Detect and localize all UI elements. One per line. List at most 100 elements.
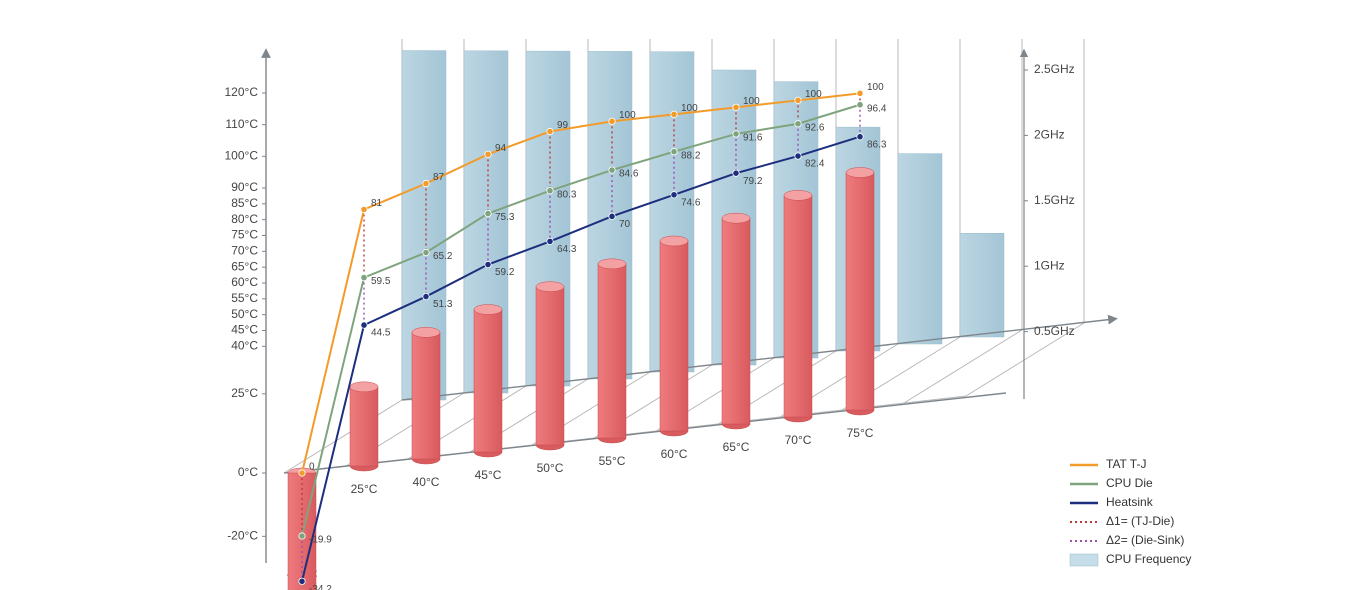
point-label: 96.4 (867, 103, 887, 114)
red-bar (350, 382, 378, 471)
point-label: 79.2 (743, 176, 763, 187)
legend-label: CPU Frequency (1106, 552, 1191, 566)
legend-label: Δ2= (Die-Sink) (1106, 533, 1184, 547)
right-tick-label: 2.5GHz (1034, 62, 1075, 76)
left-tick-label: 80°C (231, 212, 258, 226)
left-tick-label: 110°C (225, 117, 258, 131)
die-point (423, 249, 429, 255)
die-point (795, 121, 801, 127)
red-bar (784, 190, 812, 422)
point-label: 84.6 (619, 169, 639, 180)
left-tick-label: 40°C (231, 339, 258, 353)
tj-point (857, 90, 863, 96)
point-label: 80.3 (557, 189, 577, 200)
legend-label: TAT T-J (1106, 457, 1146, 471)
right-tick-label: 0.5GHz (1034, 324, 1075, 338)
red-bar (474, 305, 502, 458)
red-bar (846, 168, 874, 416)
point-label: 94 (495, 143, 507, 154)
sink-point (733, 170, 739, 176)
tj-point (423, 180, 429, 186)
legend-label: CPU Die (1106, 476, 1153, 490)
left-tick-label: 65°C (231, 259, 258, 273)
sink-point (361, 322, 367, 328)
sink-point (795, 153, 801, 159)
point-label: 100 (743, 96, 760, 107)
left-tick-label: 75°C (231, 228, 258, 242)
point-label: 51.3 (433, 299, 453, 310)
left-tick-label: 45°C (231, 323, 258, 337)
point-label: -34.2 (309, 584, 332, 590)
tj-point (299, 470, 305, 476)
thermal-frequency-chart: -40°C-20°C0°C25°C40°C45°C50°C55°C60°C65°… (0, 0, 1354, 590)
left-tick-label: -20°C (227, 529, 258, 543)
sink-point (609, 213, 615, 219)
point-label: 100 (619, 110, 636, 121)
x-category-label: 60°C (661, 447, 688, 461)
tj-point (795, 97, 801, 103)
legend-label: Δ1= (TJ-Die) (1106, 514, 1174, 528)
left-tick-label: 120°C (225, 85, 259, 99)
tj-point (733, 104, 739, 110)
x-category-label: 45°C (475, 468, 502, 482)
right-tick-label: 2GHz (1034, 128, 1065, 142)
point-label: 74.6 (681, 197, 701, 208)
x-category-label: 25°C (351, 482, 378, 496)
freq-bar (960, 233, 1004, 337)
left-tick-label: 0°C (238, 465, 258, 479)
sink-point (547, 238, 553, 244)
tj-point (547, 128, 553, 134)
red-bar (722, 213, 750, 429)
die-point (485, 210, 491, 216)
x-category-label: 65°C (723, 440, 750, 454)
point-label: 44.5 (371, 328, 391, 339)
left-tick-label: 55°C (231, 291, 258, 305)
legend-swatch (1070, 554, 1098, 566)
back-x-axis (402, 319, 1114, 400)
tj-point (485, 151, 491, 157)
point-label: 81 (371, 198, 383, 209)
x-category-label: 55°C (599, 454, 626, 468)
red-bar (660, 236, 688, 436)
point-label: 91.6 (743, 133, 763, 144)
die-point (609, 167, 615, 173)
sink-point (423, 293, 429, 299)
point-label: -19.9 (309, 535, 332, 546)
die-point (733, 131, 739, 137)
red-bar (598, 259, 626, 443)
x-category-label: 75°C (847, 426, 874, 440)
x-category-label: 50°C (537, 461, 564, 475)
legend-label: Heatsink (1106, 495, 1154, 509)
die-point (547, 188, 553, 194)
right-tick-label: 1.5GHz (1034, 193, 1075, 207)
red-bar (412, 327, 440, 464)
point-label: 88.2 (681, 150, 701, 161)
point-label: 87 (433, 172, 445, 183)
right-tick-label: 1GHz (1034, 258, 1065, 272)
left-tick-label: 100°C (225, 149, 259, 163)
front-x-axis (284, 393, 1006, 473)
point-label: 92.6 (805, 122, 825, 133)
sink-point (299, 578, 305, 584)
point-label: 99 (557, 120, 569, 131)
sink-point (671, 192, 677, 198)
point-label: 100 (805, 89, 822, 100)
die-point (671, 149, 677, 155)
point-label: 75.3 (495, 212, 515, 223)
point-label: 70 (619, 219, 631, 230)
point-label: 0 (309, 462, 315, 473)
left-tick-label: 85°C (231, 196, 258, 210)
x-category-label: 70°C (785, 433, 812, 447)
tj-point (671, 111, 677, 117)
left-tick-label: 60°C (231, 275, 258, 289)
sink-point (857, 134, 863, 140)
legend: TAT T-J CPU Die Heatsink Δ1= (TJ-Die) Δ2= (D… (1070, 457, 1191, 566)
red-bar (536, 282, 564, 450)
freq-bar (898, 154, 942, 344)
point-label: 59.5 (371, 276, 391, 287)
red-temp-bars (288, 168, 874, 590)
point-label: 86.3 (867, 139, 887, 150)
left-tick-label: 50°C (231, 307, 258, 321)
point-label: 82.4 (805, 159, 825, 170)
tj-point (361, 206, 367, 212)
